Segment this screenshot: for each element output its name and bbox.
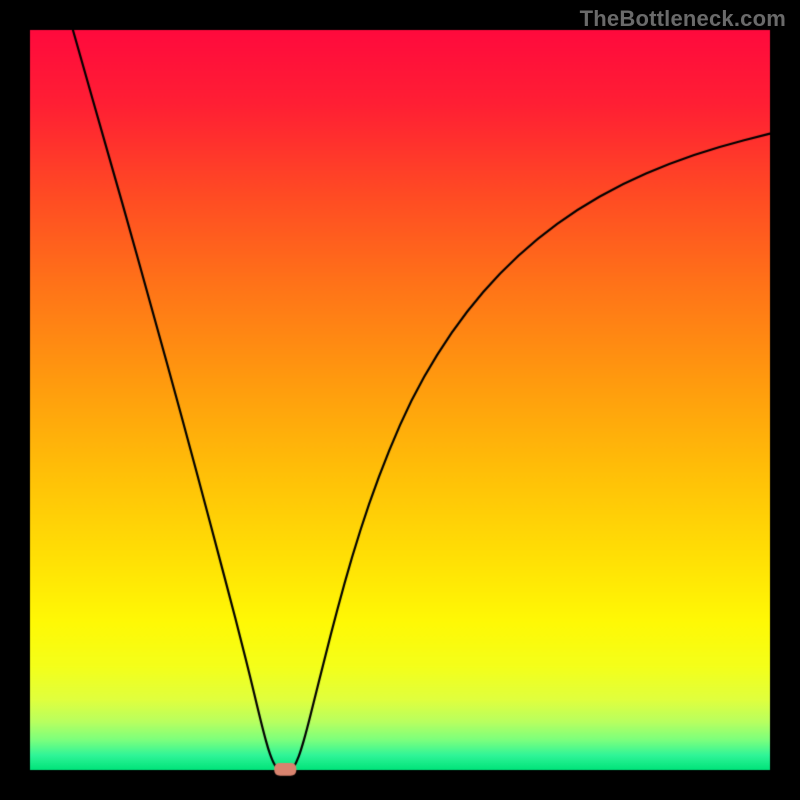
watermark-text: TheBottleneck.com	[580, 6, 786, 32]
bottleneck-chart-canvas	[0, 0, 800, 800]
chart-container: TheBottleneck.com	[0, 0, 800, 800]
